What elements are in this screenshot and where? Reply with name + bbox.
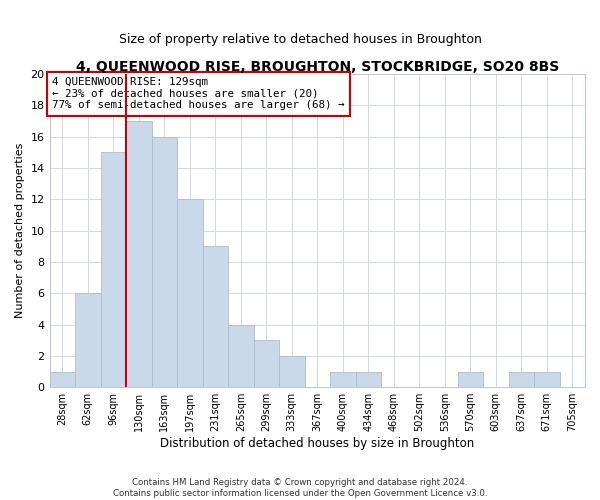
Bar	[330, 372, 356, 387]
Bar	[101, 152, 126, 387]
Bar	[534, 372, 560, 387]
Text: 4 QUEENWOOD RISE: 129sqm
← 23% of detached houses are smaller (20)
77% of semi-d: 4 QUEENWOOD RISE: 129sqm ← 23% of detach…	[52, 77, 345, 110]
Y-axis label: Number of detached properties: Number of detached properties	[15, 143, 25, 318]
Bar	[254, 340, 279, 387]
X-axis label: Distribution of detached houses by size in Broughton: Distribution of detached houses by size …	[160, 437, 475, 450]
Bar	[177, 200, 203, 387]
Text: Size of property relative to detached houses in Broughton: Size of property relative to detached ho…	[119, 32, 481, 46]
Text: Contains HM Land Registry data © Crown copyright and database right 2024.
Contai: Contains HM Land Registry data © Crown c…	[113, 478, 487, 498]
Bar	[75, 293, 101, 387]
Bar	[203, 246, 228, 387]
Bar	[458, 372, 483, 387]
Bar	[152, 136, 177, 387]
Bar	[50, 372, 75, 387]
Bar	[228, 324, 254, 387]
Bar	[279, 356, 305, 387]
Bar	[509, 372, 534, 387]
Bar	[126, 121, 152, 387]
Title: 4, QUEENWOOD RISE, BROUGHTON, STOCKBRIDGE, SO20 8BS: 4, QUEENWOOD RISE, BROUGHTON, STOCKBRIDG…	[76, 60, 559, 74]
Bar	[356, 372, 381, 387]
